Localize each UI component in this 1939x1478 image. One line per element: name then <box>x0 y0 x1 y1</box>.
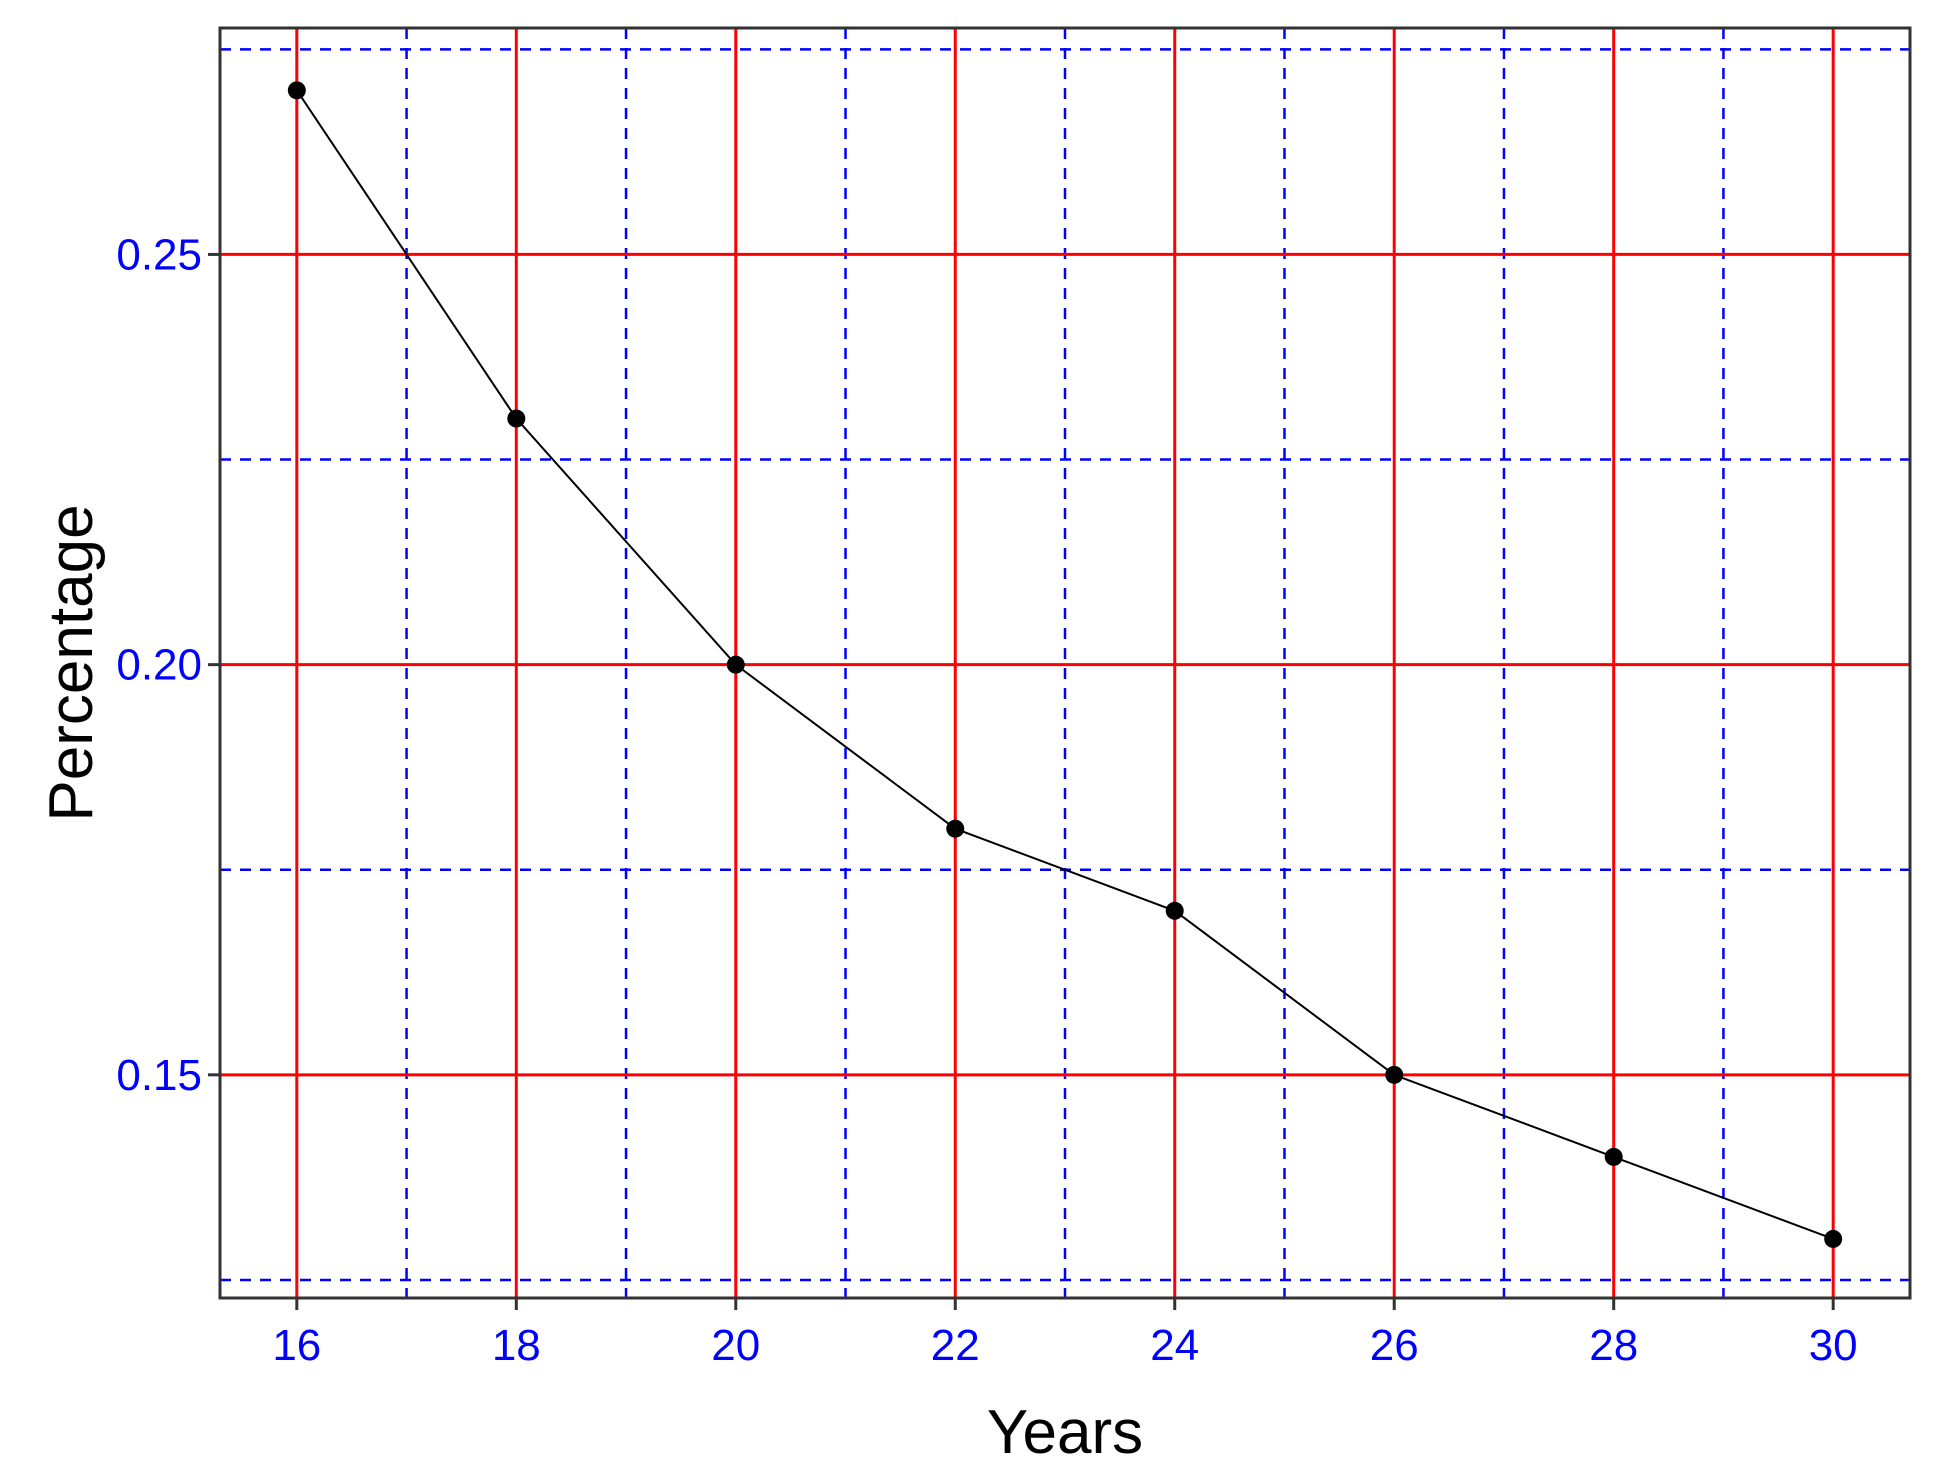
y-tick-label: 0.15 <box>116 1051 202 1100</box>
data-point <box>1165 901 1184 920</box>
series-line <box>295 89 1834 1240</box>
y-tick-label: 0.20 <box>116 641 202 690</box>
x-tick-label: 24 <box>1150 1321 1199 1370</box>
x-tick-label: 16 <box>272 1321 321 1370</box>
y-tick-label: 0.25 <box>116 230 202 279</box>
x-axis-title: Years <box>987 1398 1143 1467</box>
data-point <box>1604 1147 1623 1166</box>
y-axis-title: Percentage <box>37 504 106 821</box>
x-tick-label: 20 <box>711 1321 760 1370</box>
x-tick-label: 22 <box>931 1321 980 1370</box>
data-point <box>1824 1229 1843 1248</box>
plot-border <box>218 26 1912 1300</box>
series <box>287 81 1843 1248</box>
x-tick-label: 28 <box>1589 1321 1638 1370</box>
x-tick-label: 30 <box>1809 1321 1858 1370</box>
ticks: 16 18 20 22 24 26 28 30 0.15 0.20 0.25 <box>116 230 1857 1370</box>
grid <box>220 28 1910 1298</box>
x-tick-label: 26 <box>1370 1321 1419 1370</box>
data-point <box>1385 1065 1404 1084</box>
data-point <box>507 409 526 428</box>
data-point <box>726 655 745 674</box>
x-tick-label: 18 <box>492 1321 541 1370</box>
data-point <box>287 81 306 100</box>
data-point <box>946 819 965 838</box>
